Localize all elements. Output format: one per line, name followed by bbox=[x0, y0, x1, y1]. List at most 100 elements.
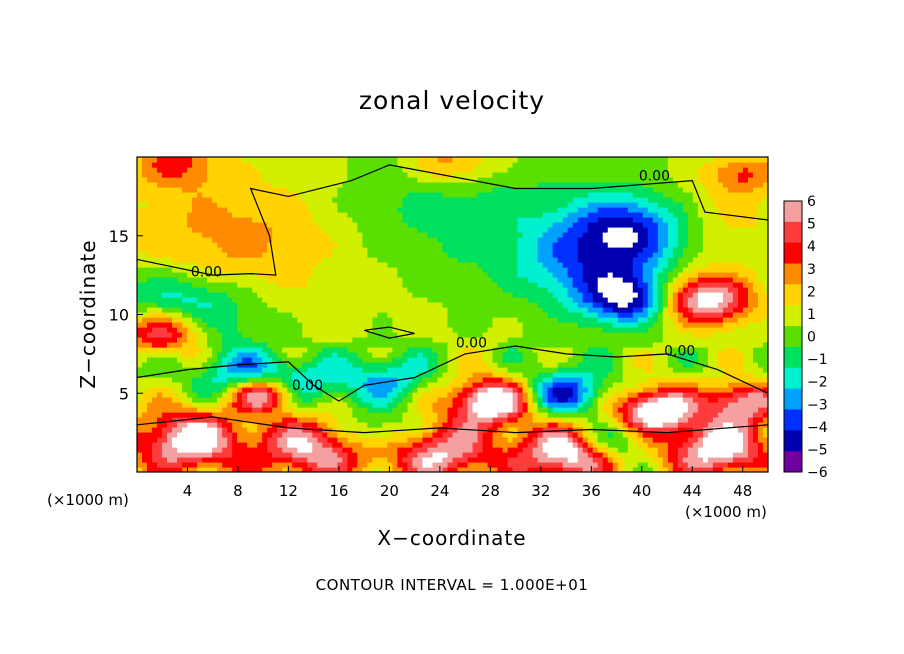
heatmap-cell bbox=[297, 282, 303, 288]
heatmap-cell bbox=[352, 292, 358, 298]
heatmap-cell bbox=[507, 377, 514, 383]
heatmap-cell bbox=[172, 372, 178, 378]
heatmap-cell bbox=[297, 357, 303, 363]
heatmap-cell bbox=[427, 172, 434, 178]
heatmap-cell bbox=[272, 417, 278, 423]
heatmap-cell bbox=[242, 237, 248, 243]
heatmap-cell bbox=[437, 402, 444, 408]
heatmap-cell bbox=[412, 197, 419, 203]
heatmap-cell bbox=[407, 347, 414, 353]
heatmap-cell bbox=[417, 427, 424, 433]
heatmap-cell bbox=[342, 457, 348, 463]
heatmap-cell bbox=[457, 262, 464, 268]
heatmap-cell bbox=[437, 387, 444, 393]
heatmap-cell bbox=[447, 417, 454, 423]
heatmap-cell bbox=[412, 202, 419, 208]
heatmap-cell bbox=[322, 287, 328, 293]
heatmap-cell bbox=[422, 337, 429, 343]
heatmap-cell bbox=[287, 317, 293, 323]
heatmap-cell bbox=[287, 307, 293, 313]
heatmap-cell bbox=[237, 442, 243, 448]
heatmap-cell bbox=[287, 362, 293, 368]
heatmap-cell bbox=[147, 257, 153, 263]
heatmap-cell bbox=[492, 327, 499, 333]
heatmap-cell bbox=[472, 212, 479, 218]
heatmap-cell bbox=[522, 467, 529, 472]
heatmap-cell bbox=[157, 347, 163, 353]
heatmap-cell bbox=[337, 322, 343, 328]
heatmap-cell bbox=[152, 197, 158, 203]
heatmap-cell bbox=[497, 157, 504, 163]
heatmap-cell bbox=[162, 187, 168, 193]
heatmap-cell bbox=[397, 422, 404, 428]
heatmap-cell bbox=[287, 342, 293, 348]
heatmap-cell bbox=[172, 422, 178, 428]
heatmap-cell bbox=[527, 437, 534, 443]
heatmap-cell bbox=[247, 332, 253, 338]
heatmap-cell bbox=[462, 282, 469, 288]
heatmap-cell bbox=[477, 372, 484, 378]
heatmap-cell bbox=[137, 467, 143, 472]
heatmap-cell bbox=[412, 467, 419, 472]
heatmap-cell bbox=[302, 292, 308, 298]
heatmap-cell bbox=[407, 157, 414, 163]
heatmap-cell bbox=[312, 342, 318, 348]
heatmap-cell bbox=[252, 387, 258, 393]
heatmap-cell bbox=[247, 317, 253, 323]
heatmap-cell bbox=[287, 402, 293, 408]
heatmap-cell bbox=[512, 187, 519, 193]
heatmap-cell bbox=[142, 252, 148, 258]
heatmap-cell bbox=[412, 462, 419, 468]
heatmap-cell bbox=[492, 322, 499, 328]
heatmap-cell bbox=[327, 447, 333, 453]
heatmap-cell bbox=[337, 417, 343, 423]
heatmap-cell bbox=[162, 447, 168, 453]
heatmap-cell bbox=[462, 162, 469, 168]
heatmap-cell bbox=[422, 247, 429, 253]
heatmap-cell bbox=[367, 212, 373, 218]
heatmap-cell bbox=[332, 322, 338, 328]
heatmap-cell bbox=[167, 372, 173, 378]
heatmap-cell bbox=[267, 312, 273, 318]
heatmap-cell bbox=[177, 282, 183, 288]
heatmap-cell bbox=[312, 362, 318, 368]
heatmap-cell bbox=[417, 422, 424, 428]
heatmap-cell bbox=[437, 392, 444, 398]
heatmap-cell bbox=[267, 162, 273, 168]
heatmap-cell bbox=[167, 212, 173, 218]
heatmap-cell bbox=[242, 397, 248, 403]
heatmap-cell bbox=[232, 402, 238, 408]
heatmap-cell bbox=[207, 262, 213, 268]
heatmap-cell bbox=[267, 157, 273, 163]
heatmap-cell bbox=[337, 232, 343, 238]
heatmap-cell bbox=[357, 372, 363, 378]
heatmap-cell bbox=[492, 302, 499, 308]
heatmap-cell bbox=[202, 247, 208, 253]
heatmap-cell bbox=[377, 162, 383, 168]
heatmap-cell bbox=[497, 267, 504, 273]
heatmap-cell bbox=[282, 197, 288, 203]
heatmap-cell bbox=[317, 157, 323, 163]
heatmap-cell bbox=[262, 447, 268, 453]
heatmap-cell bbox=[327, 392, 333, 398]
heatmap-cell bbox=[367, 247, 373, 253]
heatmap-cell bbox=[152, 447, 158, 453]
heatmap-cell bbox=[297, 187, 303, 193]
heatmap-cell bbox=[172, 387, 178, 393]
heatmap-cell bbox=[352, 257, 358, 263]
heatmap-cell bbox=[432, 277, 439, 283]
heatmap-cell bbox=[522, 232, 529, 238]
heatmap-cell bbox=[437, 437, 444, 443]
heatmap-cell bbox=[372, 417, 378, 423]
heatmap-cell bbox=[447, 362, 454, 368]
heatmap-cell bbox=[457, 437, 464, 443]
heatmap-cell bbox=[322, 262, 328, 268]
heatmap-cell bbox=[482, 212, 489, 218]
heatmap-cell bbox=[417, 352, 424, 358]
heatmap-cell bbox=[497, 302, 504, 308]
heatmap-cell bbox=[257, 292, 263, 298]
heatmap-cell bbox=[412, 307, 419, 313]
heatmap-cell bbox=[197, 217, 203, 223]
heatmap-cell bbox=[392, 237, 399, 243]
heatmap-cell bbox=[482, 467, 489, 472]
